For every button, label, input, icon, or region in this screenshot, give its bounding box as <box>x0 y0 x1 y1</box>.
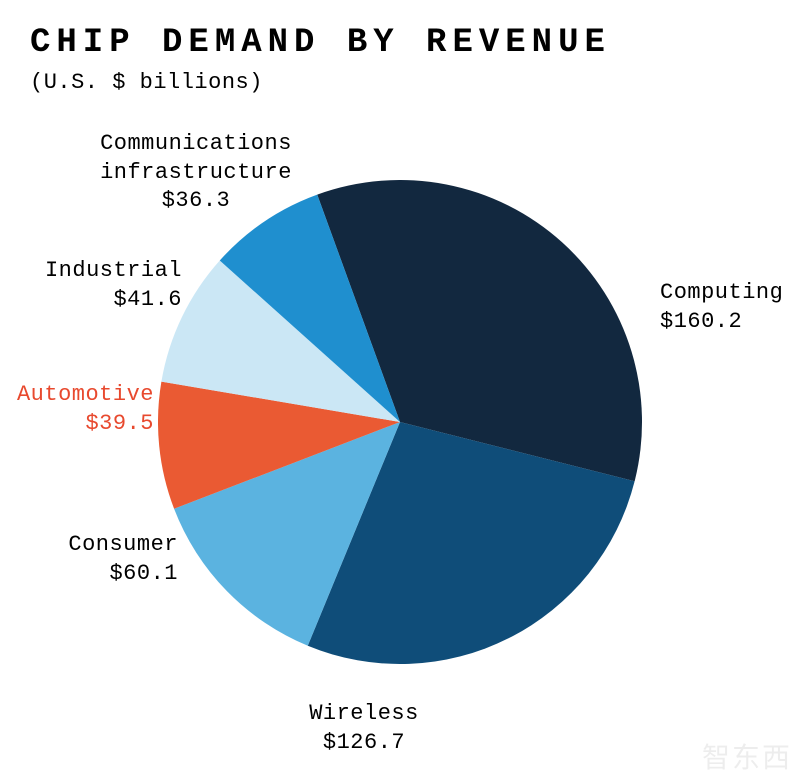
label-value-computing: $160.2 <box>660 309 742 334</box>
label-name-computing: Computing <box>660 280 783 305</box>
label-communications: Communicationsinfrastructure $36.3 <box>100 130 292 216</box>
label-name-consumer: Consumer <box>68 532 178 557</box>
label-name-automotive: Automotive <box>17 382 154 407</box>
watermark: 智东西 <box>702 736 792 776</box>
chart-title: CHIP DEMAND BY REVENUE <box>30 24 611 62</box>
chart-subtitle: (U.S. $ billions) <box>30 70 263 95</box>
label-name-wireless: Wireless <box>309 701 419 726</box>
label-value-consumer: $60.1 <box>109 561 178 586</box>
pie-svg <box>158 180 642 664</box>
label-value-wireless: $126.7 <box>323 730 405 755</box>
label-value-communications: $36.3 <box>162 188 231 213</box>
pie-chart <box>158 180 642 664</box>
label-automotive: Automotive $39.5 <box>17 381 154 438</box>
label-computing: Computing $160.2 <box>660 279 783 336</box>
label-consumer: Consumer $60.1 <box>68 531 178 588</box>
label-value-industrial: $41.6 <box>113 287 182 312</box>
label-value-automotive: $39.5 <box>85 411 154 436</box>
label-industrial: Industrial $41.6 <box>45 257 182 314</box>
label-name-communications: Communicationsinfrastructure <box>100 131 292 185</box>
label-wireless: Wireless $126.7 <box>309 700 419 757</box>
label-name-industrial: Industrial <box>45 258 182 283</box>
